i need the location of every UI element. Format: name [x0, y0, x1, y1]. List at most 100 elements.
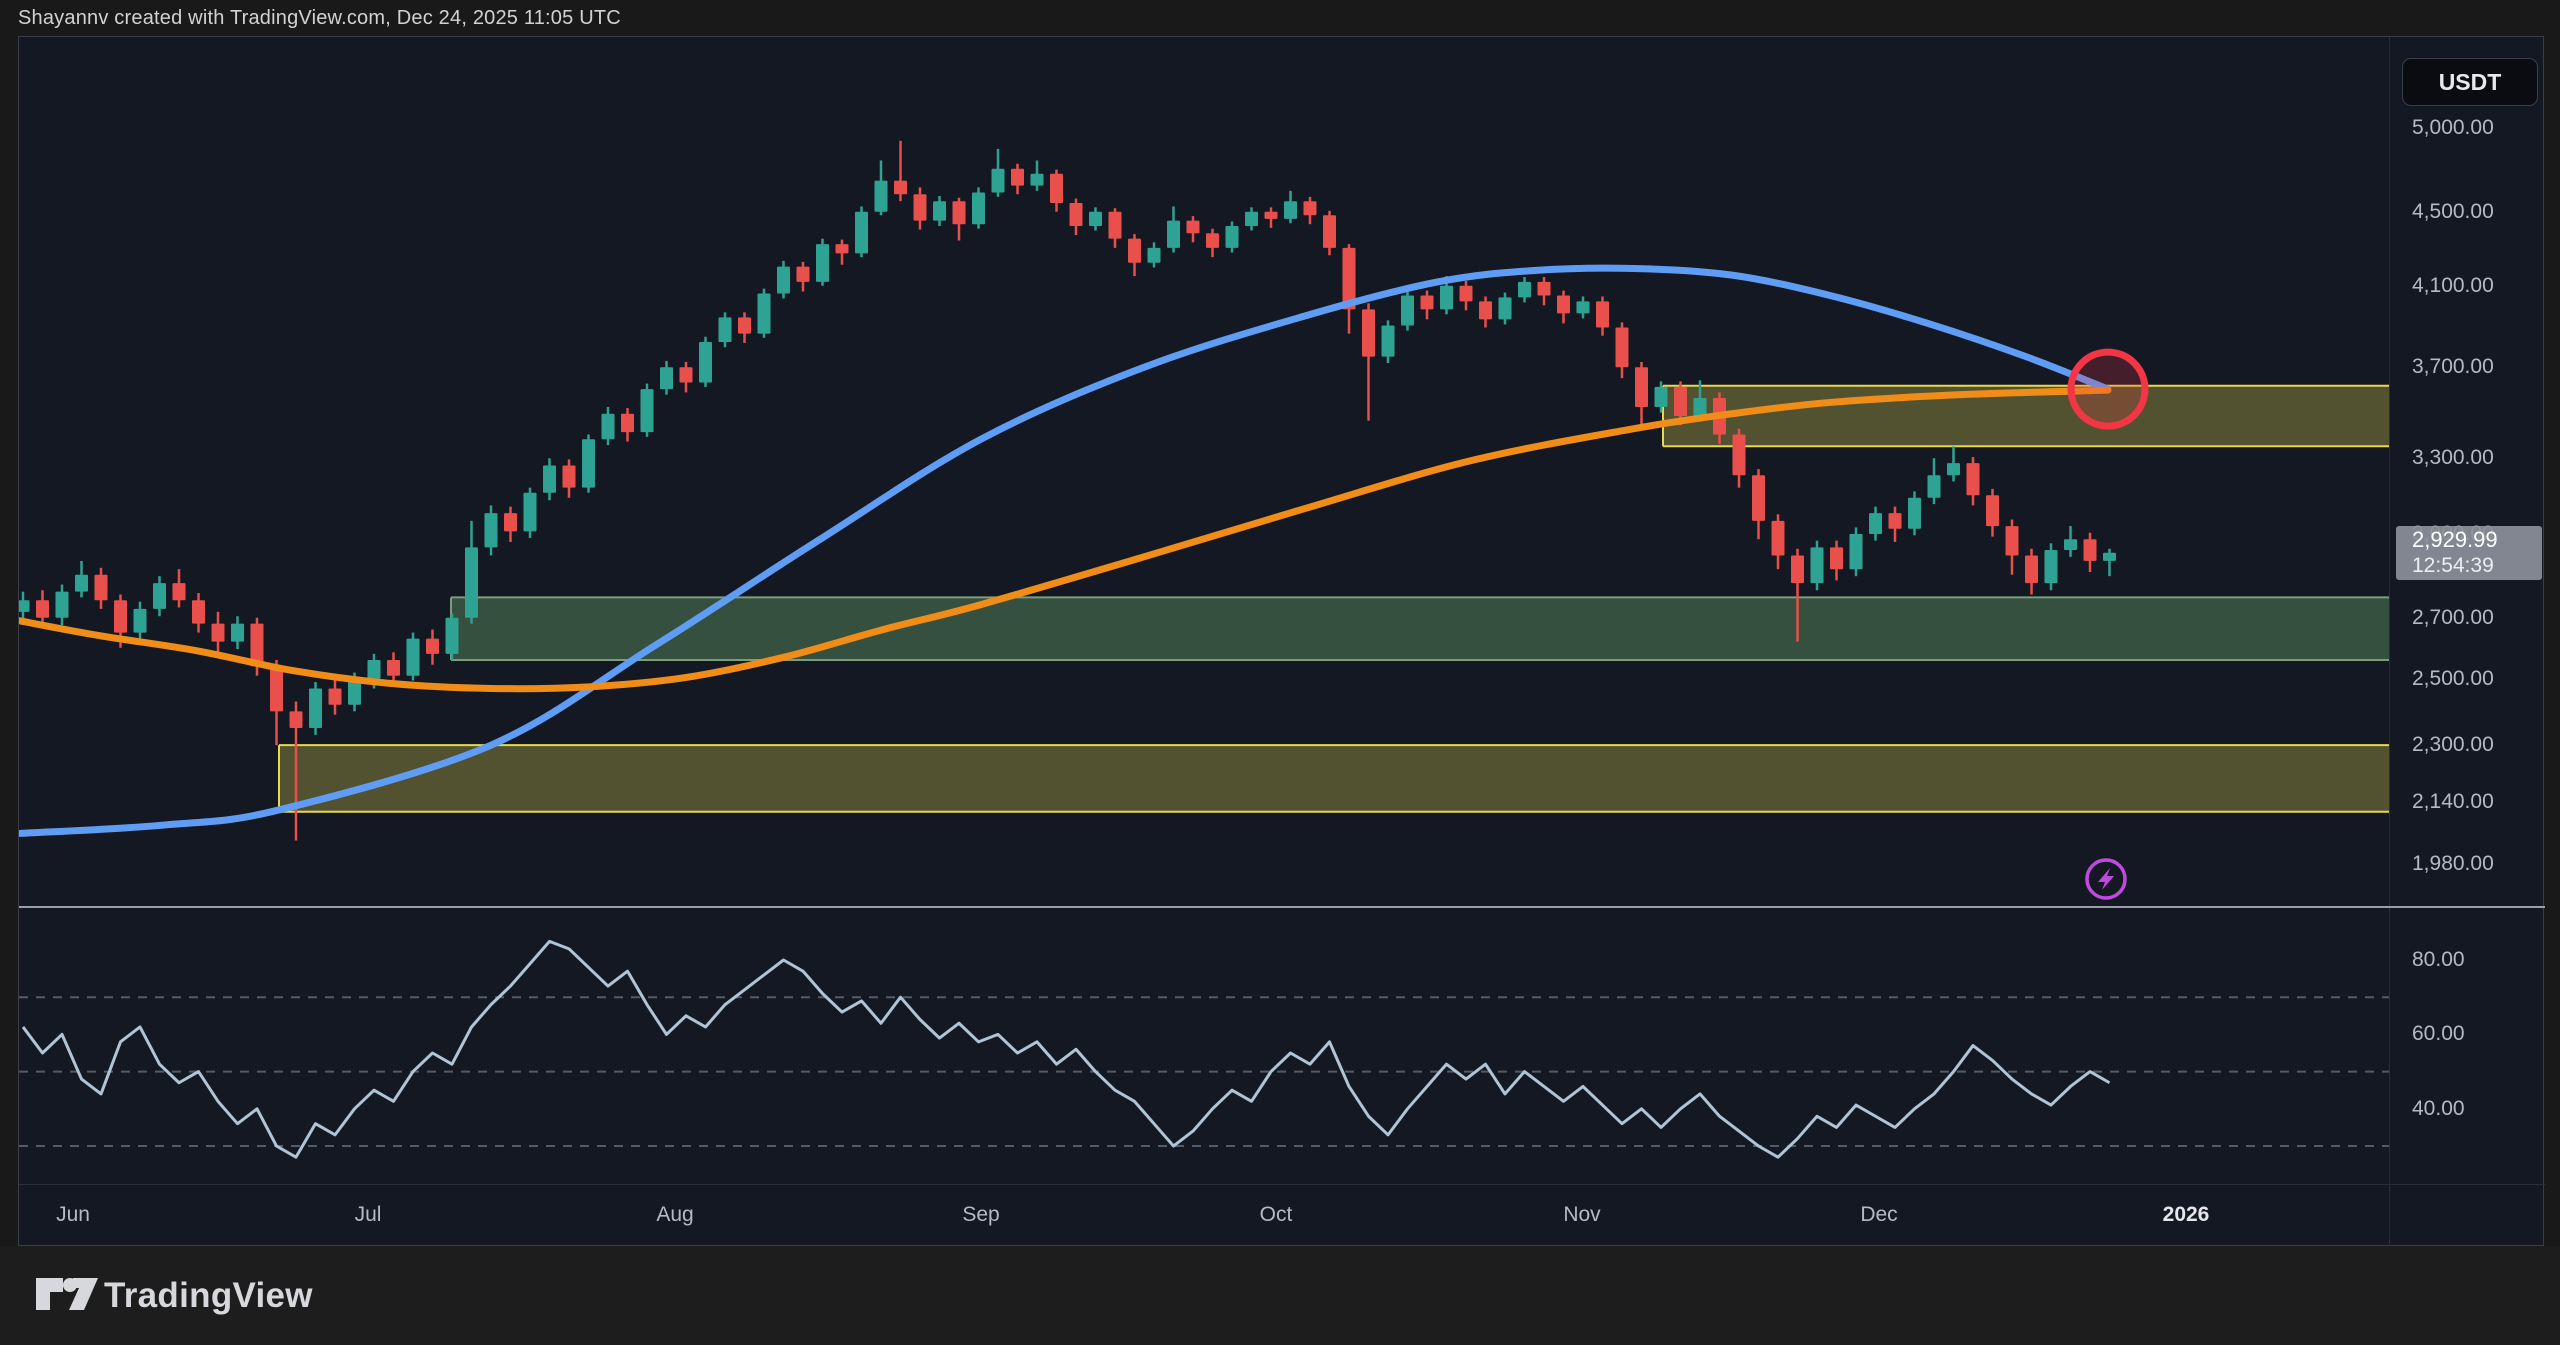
candle-body	[387, 660, 400, 676]
candle-body	[1128, 238, 1141, 263]
candle-body	[114, 600, 127, 633]
candle-body	[172, 583, 186, 601]
candle-body	[757, 293, 771, 334]
candle-body	[1147, 247, 1161, 263]
lightning-badge[interactable]	[2085, 858, 2127, 900]
candle-body	[348, 678, 361, 705]
tradingview-logo-icon[interactable]	[36, 1274, 98, 1314]
price-tick: 2,500.00	[2412, 666, 2494, 690]
bar-countdown: 12:54:39	[2412, 553, 2494, 577]
price-tick: 2,300.00	[2412, 733, 2494, 757]
candle-body	[426, 638, 439, 654]
candle-body	[1323, 215, 1336, 248]
candle-body	[913, 194, 927, 221]
support-zone-yellow[interactable]	[278, 744, 2389, 813]
candle-body	[211, 623, 225, 642]
last-price-label: 2,929.99 12:54:39	[2396, 525, 2542, 580]
lightning-circle	[2085, 858, 2127, 900]
candle-body	[660, 367, 673, 390]
candle-body	[991, 168, 1005, 193]
candle-body	[1420, 295, 1434, 310]
time-tick-aug: Aug	[656, 1203, 694, 1226]
candle-body	[1206, 233, 1219, 248]
candle-body	[484, 513, 498, 548]
price-tick-container: 5,000.00 4,500.00 4,100.00 3,700.00 3,300.00…	[2390, 37, 2545, 906]
price-axis[interactable]: USDT 5,000.00 4,500.00 4,100.00 3,700.00 3,3…	[2390, 37, 2545, 906]
candle-body	[289, 711, 303, 729]
candle-body	[679, 367, 693, 383]
candle-body	[367, 660, 381, 679]
chart-widget: USDT 5,000.00 4,500.00 4,100.00 3,700.00 3,3…	[18, 36, 2545, 1248]
candle-body	[933, 201, 946, 221]
candle-body	[1069, 202, 1083, 226]
last-price-value: 2,929.99	[2412, 526, 2498, 552]
candle-body	[2025, 555, 2038, 584]
price-tick: 3,300.00	[2412, 446, 2494, 470]
rsi-tick: 60.00	[2412, 1022, 2465, 1046]
price-tick: 5,000.00	[2412, 116, 2494, 139]
ma-orange-mid[interactable]	[19, 386, 2112, 693]
candle-body	[1947, 463, 1960, 476]
candle-body	[1498, 297, 1512, 320]
candle-body	[1693, 397, 1707, 417]
candle-body	[2005, 526, 2019, 556]
price-tick: 2,140.00	[2412, 790, 2494, 814]
candle-body	[1342, 247, 1356, 310]
candle-body	[523, 492, 537, 532]
attribution-text: Shayannv created with TradingView.com, D…	[18, 7, 621, 29]
candle-body	[1849, 533, 1863, 570]
candles	[19, 140, 2116, 841]
candle-body	[1791, 555, 1804, 584]
candle-body	[1479, 301, 1492, 320]
candle-body	[19, 600, 30, 612]
currency-badge[interactable]: USDT	[2402, 58, 2538, 106]
candle-body	[1518, 281, 1531, 298]
lightning-bolt-icon	[2098, 868, 2114, 890]
time-tick-dec: Dec	[1860, 1203, 1898, 1226]
candle-body	[699, 341, 712, 383]
ma-cross-highlight-circle[interactable]	[2067, 348, 2149, 430]
time-tick-sep: Sep	[962, 1203, 1000, 1226]
candle-body	[250, 623, 264, 667]
candle-body	[738, 317, 751, 334]
candle-body	[582, 439, 595, 488]
pane-separator[interactable]	[19, 906, 2545, 908]
candle-body	[1576, 301, 1590, 314]
candle-body	[1537, 281, 1551, 296]
candle-body	[562, 465, 576, 488]
candle-body	[1030, 173, 1044, 186]
support-zone-green[interactable]	[450, 596, 2389, 662]
time-tick-jun: Jun	[56, 1203, 90, 1226]
candle-body	[270, 666, 283, 712]
candle-body	[1459, 285, 1473, 302]
candle-body	[1654, 386, 1668, 407]
price-tick: 1,980.00	[2412, 852, 2494, 876]
main-chart[interactable]	[19, 37, 2389, 906]
candle-body	[55, 591, 69, 618]
candle-body	[601, 413, 615, 440]
candle-body	[952, 201, 966, 225]
candle-body	[1732, 434, 1746, 476]
candle-body	[2064, 539, 2077, 551]
candle-body	[1440, 285, 1453, 310]
candle-body	[328, 688, 342, 705]
candle-body	[640, 389, 654, 433]
candle-body	[543, 465, 556, 493]
candle-body	[1810, 547, 1824, 584]
footer-bar: TradingView	[0, 1246, 2560, 1345]
rsi-line[interactable]	[21, 939, 2111, 1159]
candle-body	[1284, 201, 1297, 219]
ma-blue-long[interactable]	[19, 264, 2112, 838]
rsi-chart[interactable]	[19, 908, 2389, 1184]
candle-body	[855, 211, 868, 254]
candle-body	[1011, 168, 1024, 186]
candle-body	[75, 574, 88, 592]
time-tick-2026: 2026	[2162, 1203, 2210, 1226]
candle-body	[1830, 547, 1843, 570]
candle-body	[1050, 173, 1063, 203]
rsi-axis[interactable]: 80.00 60.00 40.00	[2390, 908, 2545, 1184]
time-axis-corner-border	[2389, 1185, 2390, 1248]
time-axis[interactable]: Jun Jul Aug Sep Oct Nov Dec 2026	[19, 1184, 2545, 1248]
candle-body	[816, 244, 829, 282]
tradingview-wordmark[interactable]: TradingView	[104, 1276, 313, 1315]
